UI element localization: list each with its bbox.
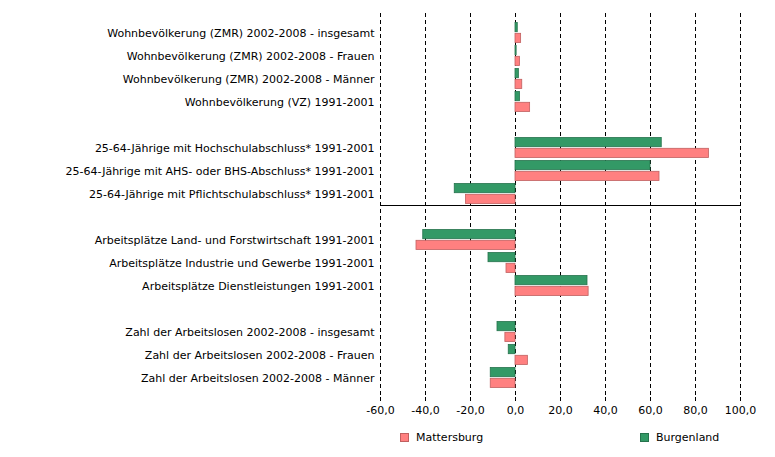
svg-text:Zahl der Arbeitslosen 2002-200: Zahl der Arbeitslosen 2002-2008 - insges…	[125, 326, 375, 339]
svg-text:-20,0: -20,0	[456, 404, 484, 417]
svg-text:0,0: 0,0	[507, 404, 525, 417]
svg-text:Arbeitsplätze Land- und Forstw: Arbeitsplätze Land- und Forstwirtschaft …	[95, 234, 375, 247]
svg-text:Arbeitsplätze Industrie und Ge: Arbeitsplätze Industrie und Gewerbe 1991…	[109, 257, 374, 270]
svg-text:80,0: 80,0	[683, 404, 708, 417]
svg-text:-40,0: -40,0	[411, 404, 439, 417]
svg-text:Wohnbevölkerung (VZ) 1991-2001: Wohnbevölkerung (VZ) 1991-2001	[185, 96, 375, 109]
svg-text:20,0: 20,0	[548, 404, 573, 417]
svg-text:Wohnbevölkerung (ZMR) 2002-200: Wohnbevölkerung (ZMR) 2002-2008 - insges…	[107, 27, 375, 40]
svg-text:25-64-Jährige mit Pflichtschul: 25-64-Jährige mit Pflichtschulabschluss*…	[89, 188, 375, 201]
html-text:Mattersburg: Mattersburg	[416, 431, 484, 444]
svg-text:Zahl der Arbeitslosen 2002-200: Zahl der Arbeitslosen 2002-2008 - Männer	[141, 372, 375, 385]
svg-text:25-64-Jährige mit AHS- oder BH: 25-64-Jährige mit AHS- oder BHS-Abschlus…	[66, 165, 375, 178]
svg-text:60,0: 60,0	[638, 404, 663, 417]
svg-text:25-64-Jährige mit Hochschulabs: 25-64-Jährige mit Hochschulabschluss* 19…	[95, 142, 375, 155]
svg-text:Zahl der Arbeitslosen 2002-200: Zahl der Arbeitslosen 2002-2008 - Frauen	[145, 349, 375, 362]
svg-text:100,0: 100,0	[725, 404, 757, 417]
html-text:Burgenland: Burgenland	[656, 431, 720, 444]
svg-text:Wohnbevölkerung (ZMR) 2002-200: Wohnbevölkerung (ZMR) 2002-2008 - Männer	[123, 73, 375, 86]
svg-text:Wohnbevölkerung (ZMR) 2002-200: Wohnbevölkerung (ZMR) 2002-2008 - Frauen	[127, 50, 375, 63]
svg-text:Arbeitsplätze Dienstleistungen: Arbeitsplätze Dienstleistungen 1991-2001	[142, 280, 374, 293]
svg-text:-60,0: -60,0	[366, 404, 394, 417]
svg-text:40,0: 40,0	[593, 404, 618, 417]
